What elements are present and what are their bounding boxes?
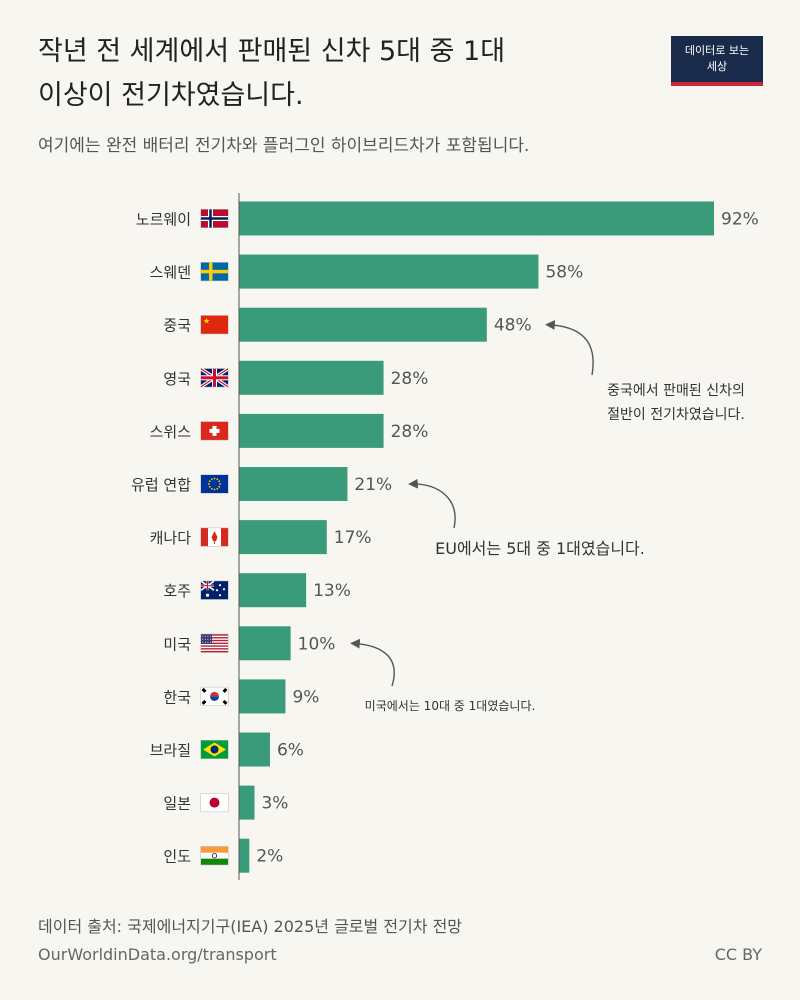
category-label: 일본 — [163, 795, 191, 813]
annotation-arrow — [545, 320, 594, 376]
annotation-text: EU에서는 5대 중 1대였습니다. — [435, 539, 645, 558]
eu-flag-icon — [200, 474, 229, 494]
south-korea-flag-icon — [200, 686, 229, 706]
data-label: 10% — [298, 634, 336, 654]
logo-line-2: 세상 — [706, 60, 728, 73]
annotation-arrow — [408, 478, 456, 529]
category-label: 한국 — [163, 688, 191, 706]
logo-line-1: 데이터로 보는 — [684, 44, 750, 57]
source-url-link[interactable]: OurWorldinData.org/transport — [38, 945, 277, 964]
chart-title: 작년 전 세계에서 판매된 신차 5대 중 1대 이상이 전기차였습니다. — [38, 30, 598, 118]
data-label: 92% — [721, 210, 759, 230]
bar — [239, 201, 714, 236]
chart-subtitle: 여기에는 완전 배터리 전기차와 플러그인 하이브리드차가 포함됩니다. — [38, 136, 530, 156]
bar — [239, 254, 539, 289]
category-label: 호주 — [163, 582, 191, 600]
switzerland-flag-icon — [200, 421, 229, 441]
category-label: 미국 — [163, 635, 191, 653]
india-flag-icon — [200, 846, 229, 866]
annotation-text: 미국에서는 10대 중 1대였습니다. — [365, 699, 536, 713]
data-label: 9% — [292, 687, 319, 707]
bar — [239, 520, 327, 555]
china-flag-icon: ★ — [200, 315, 229, 335]
category-label: 캐나다 — [150, 529, 192, 547]
data-label: 28% — [391, 422, 429, 442]
brazil-flag-icon — [200, 740, 229, 759]
japan-flag-icon — [200, 793, 229, 813]
annotation-text: 절반이 전기차였습니다. — [607, 407, 745, 423]
data-label: 2% — [256, 847, 283, 867]
annotation-text: 중국에서 판매된 신차의 — [607, 383, 745, 399]
category-label: 스위스 — [150, 423, 192, 441]
bar — [239, 785, 255, 820]
svg-text:★: ★ — [203, 317, 210, 326]
license-label: CC BY — [714, 945, 762, 964]
bar — [239, 732, 270, 767]
bar — [239, 360, 384, 395]
usa-flag-icon — [200, 633, 229, 653]
annotation-arrow — [350, 638, 395, 687]
australia-flag-icon — [200, 580, 229, 600]
bar — [239, 413, 384, 448]
data-label: 3% — [261, 794, 288, 814]
norway-flag-icon — [200, 209, 229, 228]
bar — [239, 679, 286, 714]
category-label: 인도 — [163, 848, 191, 866]
data-label: 58% — [545, 263, 583, 283]
chart-title-line-2: 이상이 전기차였습니다. — [38, 80, 304, 111]
data-label: 21% — [354, 475, 392, 495]
data-label: 28% — [391, 369, 429, 389]
data-label: 17% — [334, 528, 372, 548]
bar — [239, 838, 250, 873]
canada-flag-icon — [200, 527, 229, 547]
category-label: 스웨덴 — [150, 264, 191, 282]
our-world-in-data-logo[interactable]: 데이터로 보는 세상 — [671, 36, 763, 86]
category-label: 노르웨이 — [136, 211, 191, 229]
data-label: 6% — [277, 741, 304, 761]
category-label: 유럽 연합 — [131, 476, 191, 494]
data-label: 13% — [313, 581, 351, 601]
bar — [239, 467, 348, 501]
data-label: 48% — [494, 316, 532, 336]
category-label: 영국 — [163, 370, 191, 388]
category-label: 브라질 — [150, 742, 191, 760]
bar — [239, 626, 291, 661]
bar — [239, 573, 307, 608]
chart-title-line-1: 작년 전 세계에서 판매된 신차 5대 중 1대 — [38, 36, 506, 67]
category-label: 중국 — [163, 317, 191, 335]
uk-flag-icon — [200, 367, 229, 389]
bar — [239, 307, 487, 342]
sweden-flag-icon — [200, 262, 229, 282]
data-source: 데이터 출처: 국제에너지기구(IEA) 2025년 글로벌 전기차 전망 — [38, 917, 463, 936]
